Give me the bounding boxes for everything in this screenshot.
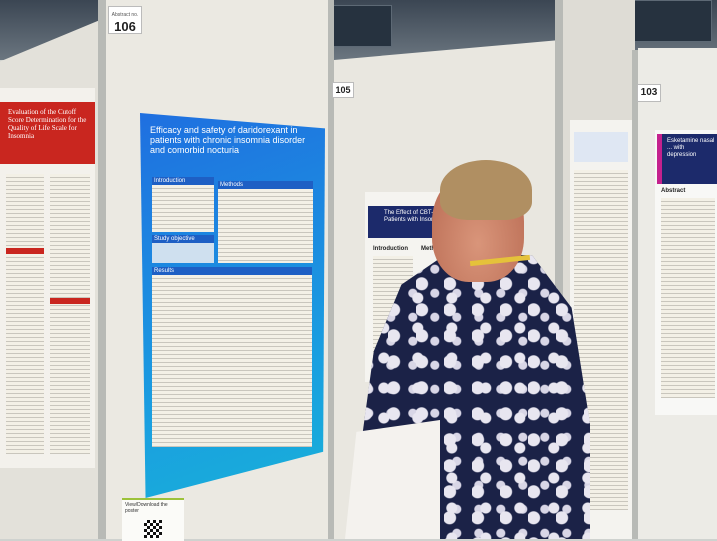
section-results: Results	[152, 267, 312, 447]
board-number-106: Abstract no. 106	[108, 6, 142, 34]
qr-code[interactable]	[144, 520, 162, 538]
person-hair	[440, 160, 532, 220]
section-methods: Methods	[218, 181, 313, 263]
left-poster: Evaluation of the Cutoff Score Determina…	[0, 88, 95, 468]
right-poster-title: Esketamine nasal ... with depression	[657, 134, 717, 184]
section-title: Introduction	[152, 177, 214, 185]
board-frame	[555, 0, 563, 539]
poster-text	[50, 174, 90, 454]
section-header	[6, 248, 44, 254]
right-poster: Esketamine nasal ... with depression Abs…	[655, 130, 717, 415]
right-section-abstract: Abstract	[661, 188, 686, 194]
center-section-introduction: Introduction	[373, 246, 408, 252]
board-frame	[328, 0, 334, 539]
window	[330, 5, 392, 47]
board-number: 106	[114, 19, 136, 34]
board-number-103: 103	[637, 84, 661, 102]
board-frame	[632, 50, 638, 539]
poster-text	[661, 198, 715, 398]
poster-header	[574, 132, 628, 162]
board-label: Abstract no.	[111, 12, 139, 18]
section-title: Methods	[218, 181, 313, 189]
section-title: Study objective	[152, 235, 214, 243]
qr-card: View/Download the poster	[122, 498, 184, 541]
main-poster-title: Efficacy and safety of daridorexant in p…	[150, 125, 306, 155]
left-poster-title: Evaluation of the Cutoff Score Determina…	[0, 102, 95, 164]
section-study-objective: Study objective	[152, 235, 214, 263]
board-number-105: 105	[332, 82, 354, 98]
section-header	[50, 298, 90, 304]
section-title: Results	[152, 267, 312, 275]
board-frame	[98, 0, 106, 539]
main-poster: Efficacy and safety of daridorexant in p…	[140, 113, 325, 498]
poster-text	[6, 174, 44, 454]
qr-card-text: View/Download the poster	[125, 502, 168, 514]
tote-bag	[345, 420, 440, 539]
section-introduction: Introduction	[152, 177, 214, 232]
